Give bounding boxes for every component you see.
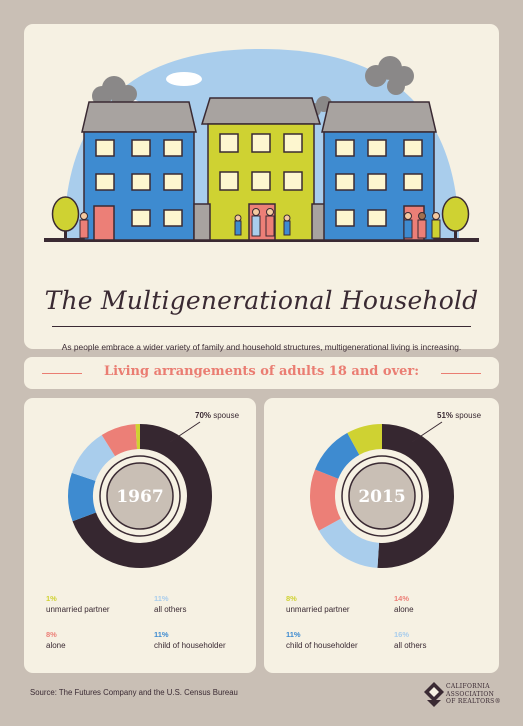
slice-all-others (318, 518, 380, 568)
slice-alone (101, 424, 138, 457)
spouse-annotation: 70% spouse (195, 411, 240, 420)
legend-pct: 8% (286, 594, 297, 603)
slice-child-of-householder (315, 432, 360, 479)
legend-item-child-of-householder: 11% child of householder (286, 630, 358, 650)
slice-spouse (377, 424, 455, 568)
legend-pct: 8% (46, 630, 57, 639)
year-label: 2015 (358, 487, 405, 507)
slice-alone (310, 469, 341, 531)
donut-chart-2015: 2015 51% spouse (310, 411, 482, 568)
legend-label: all others (394, 641, 427, 650)
legend-pct: 1% (46, 594, 57, 603)
logo-line-2: ASSOCIATION (446, 690, 495, 698)
legend-label: unmarried partner (286, 605, 350, 614)
legend-label: child of householder (154, 641, 226, 650)
year-disc (106, 462, 174, 530)
annotation-leader (411, 421, 443, 443)
logo-line-1: CALIFORNIA (446, 683, 490, 690)
hero-card: The Multigenerational Household As peopl… (24, 24, 499, 352)
inner-ring (341, 455, 423, 537)
spouse-annotation: 51% spouse (437, 411, 482, 420)
legend-item-unmarried-partner: 1% unmarried partner (46, 594, 110, 614)
slice-child-of-householder (68, 472, 96, 522)
car-logo: CALIFORNIA ASSOCIATION OF REALTORS® (424, 680, 504, 714)
legend-label: all others (154, 605, 187, 614)
legend-pct: 11% (154, 630, 169, 639)
section-heading: Living arrangements of adults 18 and ove… (103, 364, 420, 379)
legend-pct: 11% (286, 630, 301, 639)
legend-pct: 11% (154, 594, 169, 603)
legend-pct: 14% (394, 594, 410, 603)
legend-item-all-others: 16% all others (394, 630, 426, 650)
chart-panel-2015: 2015 51% spouse 8% unmarried partner 14% … (264, 398, 499, 673)
legend-item-unmarried-partner: 8% unmarried partner (286, 594, 350, 614)
legend-label: child of householder (286, 641, 358, 650)
legend-item-alone: 8% alone (46, 630, 66, 650)
title-divider (52, 326, 471, 327)
legend-item-all-others: 11% all others (154, 594, 186, 614)
intro-text: As people embrace a wider variety of fam… (61, 342, 462, 352)
annotation-leader (169, 421, 201, 443)
family-figures (79, 208, 441, 239)
logo-text: CALIFORNIA ASSOCIATION OF REALTORS® (446, 683, 501, 706)
right-house (321, 101, 437, 241)
banner-line-right (441, 373, 481, 374)
logo-mark-icon (424, 682, 444, 707)
left-house (81, 101, 197, 241)
houses-illustration (44, 49, 479, 242)
year-disc (348, 462, 416, 530)
legend-item-child-of-householder: 11% child of householder (154, 630, 226, 650)
tree-right (441, 196, 470, 240)
legend-label: unmarried partner (46, 605, 110, 614)
chimney-smoke (92, 56, 414, 117)
page-title: The Multigenerational Household (44, 286, 479, 315)
chart-panel-1967: 1967 70% spouse 1% unmarried partner 11% … (24, 398, 256, 673)
donut-chart-1967: 1967 70% spouse (68, 411, 240, 568)
slice-unmarried-partner (347, 424, 382, 455)
legend-item-alone: 14% alone (394, 594, 414, 614)
slice-unmarried-partner (135, 424, 140, 450)
section-banner: Living arrangements of adults 18 and ove… (24, 357, 499, 389)
slice-all-others (71, 434, 116, 481)
legend-label: alone (46, 641, 66, 650)
tree-left (51, 196, 80, 240)
inner-ring (99, 455, 181, 537)
logo-line-3: OF REALTORS® (446, 698, 501, 705)
legend-label: alone (394, 605, 414, 614)
slice-spouse (72, 424, 213, 568)
source-citation: Source: The Futures Company and the U.S.… (30, 688, 238, 697)
legend-pct: 16% (394, 630, 410, 639)
year-label: 1967 (116, 487, 163, 507)
middle-house (193, 97, 329, 241)
banner-line-left (42, 373, 82, 374)
